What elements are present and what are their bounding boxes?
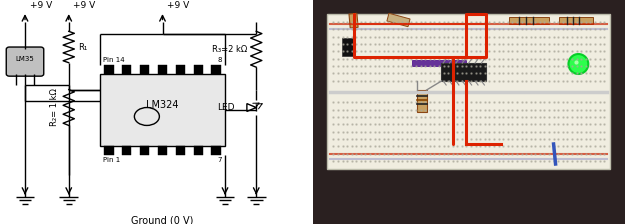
- Bar: [104, 65, 114, 74]
- Bar: [509, 17, 549, 24]
- Bar: [211, 65, 221, 74]
- Bar: [328, 14, 610, 169]
- Text: 7: 7: [217, 157, 222, 163]
- Text: LED: LED: [217, 103, 234, 112]
- Bar: [194, 65, 203, 74]
- FancyBboxPatch shape: [6, 47, 44, 76]
- Text: +9 V: +9 V: [74, 1, 96, 10]
- Text: Pin 14: Pin 14: [103, 57, 125, 63]
- Text: +9 V: +9 V: [168, 1, 189, 10]
- Bar: [349, 13, 358, 28]
- Bar: [176, 65, 185, 74]
- Bar: [211, 146, 221, 155]
- Bar: [104, 146, 114, 155]
- Text: LM324: LM324: [146, 100, 179, 110]
- Bar: [441, 63, 486, 81]
- Bar: [140, 146, 149, 155]
- Bar: [194, 146, 203, 155]
- Text: Ground (0 V): Ground (0 V): [131, 215, 194, 224]
- Bar: [158, 65, 168, 74]
- Circle shape: [569, 54, 588, 74]
- Text: 8: 8: [217, 57, 222, 63]
- Bar: [122, 146, 131, 155]
- Bar: [158, 146, 168, 155]
- Text: R₃=2 kΩ: R₃=2 kΩ: [212, 45, 247, 54]
- Bar: [387, 13, 410, 27]
- Bar: [342, 38, 354, 56]
- Text: R₁: R₁: [78, 43, 88, 52]
- Bar: [122, 65, 131, 74]
- Bar: [176, 146, 185, 155]
- Bar: [417, 90, 427, 112]
- Text: R₂= 1 kΩ: R₂= 1 kΩ: [51, 88, 59, 127]
- Bar: [140, 65, 149, 74]
- Bar: [100, 74, 225, 146]
- Bar: [412, 60, 466, 66]
- Text: Pin 1: Pin 1: [103, 157, 121, 163]
- Bar: [559, 17, 593, 24]
- Text: LM35: LM35: [16, 56, 34, 62]
- Text: +9 V: +9 V: [30, 1, 52, 10]
